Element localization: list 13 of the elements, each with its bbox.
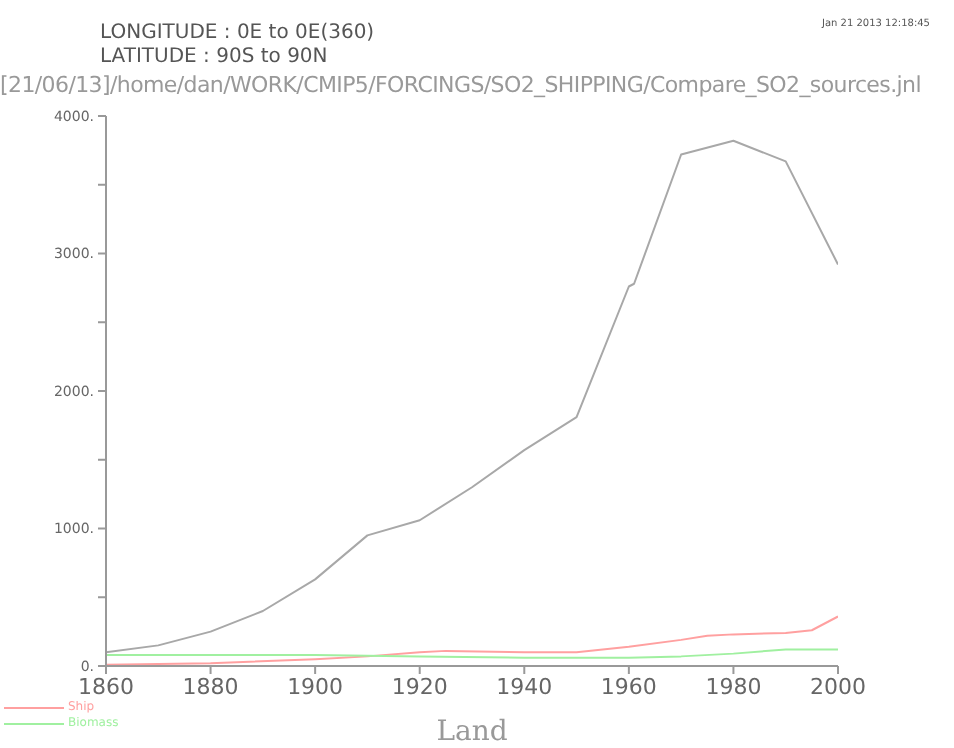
x-axis-title: Land	[436, 716, 508, 748]
x-tick-label: 2000	[810, 673, 866, 700]
x-tick-label: 1980	[705, 673, 762, 700]
x-tick-label: 1960	[600, 673, 657, 700]
line-series	[106, 139, 838, 654]
text: LATITUDE : 90S to 90N	[100, 46, 330, 70]
text: LONGITUDE : 0E to 0E(360)	[100, 22, 375, 46]
x-tick-label: 1900	[287, 673, 344, 700]
x-tick-label: 1880	[182, 673, 239, 700]
x-tick-label: 1860	[78, 673, 134, 700]
x-tick-label: 1920	[391, 673, 448, 700]
chart-title: [21/06/13]/home/dan/WORK/CMIP5/FORCINGS/SO2_SHIPPING/Compare_SO2_sources.jnl	[0, 72, 921, 98]
x-tick-label: 1940	[496, 673, 553, 700]
